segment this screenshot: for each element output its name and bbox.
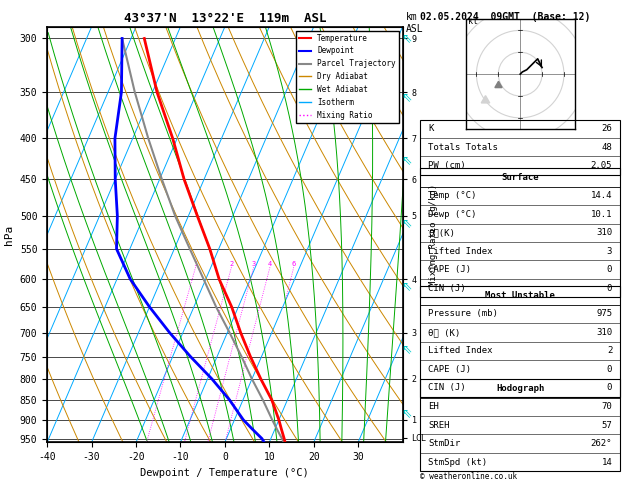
- Text: ⇖: ⇖: [402, 407, 412, 419]
- Text: 2: 2: [230, 261, 233, 267]
- Text: Surface: Surface: [501, 173, 539, 182]
- Text: km
ASL: km ASL: [406, 12, 423, 34]
- Text: Dewp (°C): Dewp (°C): [428, 210, 477, 219]
- Text: 0: 0: [607, 383, 612, 392]
- Text: © weatheronline.co.uk: © weatheronline.co.uk: [420, 472, 517, 481]
- Text: θᴇ(K): θᴇ(K): [428, 228, 455, 237]
- Text: ⇖: ⇖: [402, 154, 412, 167]
- Text: 2.05: 2.05: [591, 161, 612, 170]
- Text: CAPE (J): CAPE (J): [428, 365, 471, 374]
- X-axis label: Dewpoint / Temperature (°C): Dewpoint / Temperature (°C): [140, 468, 309, 478]
- Text: ⇖: ⇖: [402, 33, 412, 45]
- Text: 26: 26: [601, 124, 612, 133]
- Text: CIN (J): CIN (J): [428, 383, 466, 392]
- Text: 0: 0: [607, 365, 612, 374]
- Text: EH: EH: [428, 402, 439, 411]
- Text: 10.1: 10.1: [591, 210, 612, 219]
- Text: 310: 310: [596, 328, 612, 337]
- Legend: Temperature, Dewpoint, Parcel Trajectory, Dry Adiabat, Wet Adiabat, Isotherm, Mi: Temperature, Dewpoint, Parcel Trajectory…: [296, 31, 399, 122]
- Text: 57: 57: [601, 421, 612, 430]
- Text: 6: 6: [292, 261, 296, 267]
- Text: 975: 975: [596, 310, 612, 318]
- Text: 0: 0: [607, 284, 612, 293]
- Text: Lifted Index: Lifted Index: [428, 347, 493, 355]
- Text: 70: 70: [601, 402, 612, 411]
- Text: θᴇ (K): θᴇ (K): [428, 328, 460, 337]
- Text: 14: 14: [601, 458, 612, 467]
- Text: CAPE (J): CAPE (J): [428, 265, 471, 274]
- Text: ⇖: ⇖: [402, 91, 412, 104]
- Text: 02.05.2024  09GMT  (Base: 12): 02.05.2024 09GMT (Base: 12): [420, 12, 591, 22]
- Text: Lifted Index: Lifted Index: [428, 247, 493, 256]
- Text: 262°: 262°: [591, 439, 612, 448]
- Text: 14.4: 14.4: [591, 191, 612, 200]
- Text: PW (cm): PW (cm): [428, 161, 466, 170]
- Text: StmSpd (kt): StmSpd (kt): [428, 458, 487, 467]
- Text: StmDir: StmDir: [428, 439, 460, 448]
- Text: 3: 3: [607, 247, 612, 256]
- Text: 310: 310: [596, 228, 612, 237]
- Text: K: K: [428, 124, 433, 133]
- Text: Pressure (mb): Pressure (mb): [428, 310, 498, 318]
- Text: 43°37'N  13°22'E  119m  ASL: 43°37'N 13°22'E 119m ASL: [124, 12, 326, 25]
- Text: Hodograph: Hodograph: [496, 384, 544, 393]
- Y-axis label: hPa: hPa: [4, 225, 14, 244]
- Text: ⇖: ⇖: [402, 280, 412, 293]
- Text: 3: 3: [252, 261, 256, 267]
- Text: 4: 4: [268, 261, 272, 267]
- Text: SREH: SREH: [428, 421, 450, 430]
- Y-axis label: Mixing Ratio (g/kg): Mixing Ratio (g/kg): [430, 183, 438, 286]
- Text: 48: 48: [601, 143, 612, 152]
- Text: kt: kt: [468, 17, 477, 26]
- Text: Temp (°C): Temp (°C): [428, 191, 477, 200]
- Text: 2: 2: [607, 347, 612, 355]
- Text: ⇖: ⇖: [402, 217, 412, 230]
- Text: Most Unstable: Most Unstable: [485, 291, 555, 300]
- Text: CIN (J): CIN (J): [428, 284, 466, 293]
- Text: 0: 0: [607, 265, 612, 274]
- Text: 1: 1: [194, 261, 198, 267]
- Text: Totals Totals: Totals Totals: [428, 143, 498, 152]
- Text: ⇖: ⇖: [402, 344, 412, 356]
